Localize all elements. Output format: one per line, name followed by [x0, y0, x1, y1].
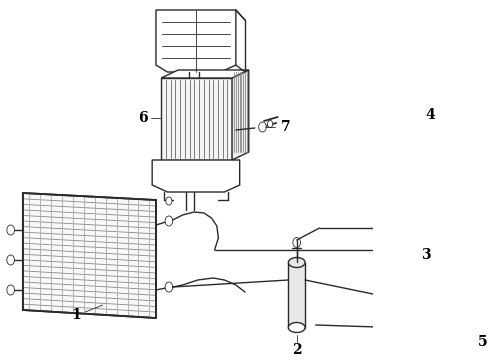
Ellipse shape [288, 257, 305, 267]
Circle shape [399, 207, 404, 213]
Polygon shape [232, 70, 249, 160]
Circle shape [402, 203, 490, 327]
Circle shape [399, 215, 404, 221]
Polygon shape [161, 78, 232, 160]
Circle shape [268, 121, 273, 127]
Polygon shape [152, 160, 240, 192]
Circle shape [399, 232, 404, 238]
Polygon shape [23, 193, 156, 318]
Circle shape [293, 238, 300, 248]
Text: 5: 5 [478, 335, 488, 349]
Text: 2: 2 [292, 343, 301, 357]
Text: 7: 7 [280, 120, 290, 134]
Ellipse shape [288, 323, 305, 333]
Circle shape [437, 249, 461, 281]
Circle shape [259, 122, 266, 132]
Bar [288, 262, 305, 328]
Polygon shape [156, 10, 236, 72]
Text: 6: 6 [138, 111, 148, 125]
Text: 4: 4 [425, 108, 435, 122]
Circle shape [165, 216, 172, 226]
Circle shape [7, 225, 15, 235]
Circle shape [165, 282, 172, 292]
Circle shape [166, 197, 172, 205]
Circle shape [7, 285, 15, 295]
Text: 3: 3 [421, 248, 431, 262]
Polygon shape [161, 70, 249, 78]
Text: 1: 1 [71, 308, 81, 322]
Circle shape [399, 224, 404, 230]
Circle shape [7, 255, 15, 265]
FancyBboxPatch shape [405, 217, 490, 313]
Circle shape [420, 227, 478, 303]
